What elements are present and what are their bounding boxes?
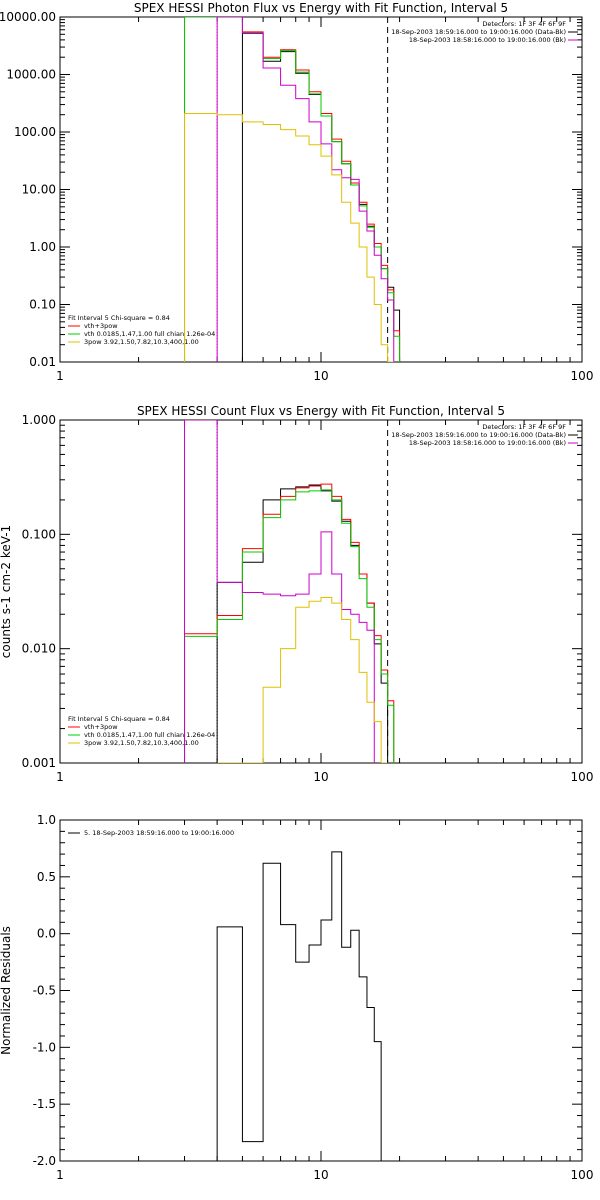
x-tick-label: 10: [313, 1168, 328, 1182]
series-line-4: [184, 420, 375, 763]
x-tick-label: 1: [56, 369, 64, 383]
series-line-5: [217, 597, 388, 763]
series-line-4: [216, 17, 395, 362]
y-axis-ticks: 1.000 0.100 0.010 0.001: [22, 413, 582, 770]
plot-frame: [59, 16, 583, 363]
header-line: 18-Sep-2003 18:58:16.000 to 19:00:16.000…: [409, 36, 566, 44]
legend: Fit Interval 5 Chi-square = 0.84vth+3pow…: [68, 314, 215, 346]
y-axis-ticks: 10000.00 1000.00 100.00 10.00 1.00 0.10 0.01: [0, 10, 582, 369]
y-tick-label: 10000.00: [0, 10, 56, 24]
x-axis-ticks: 1 10 100: [56, 820, 593, 1182]
x-axis-ticks: 1 10 100: [56, 17, 593, 383]
legend-entry: 5. 18-Sep-2003 18:59:16.000 to 19:00:16.…: [84, 829, 234, 837]
header-line: 18-Sep-2003 18:59:16.000 to 19:00:16.000…: [391, 431, 566, 439]
panel-1: SPEX HESSI Photon Flux vs Energy with Fi…: [0, 1, 593, 383]
x-tick-label: 10: [313, 770, 328, 784]
y-tick-label: 0.001: [22, 756, 56, 770]
y-tick-label: -0.5: [33, 984, 56, 998]
y-tick-label: 0.0: [37, 927, 56, 941]
y-tick-label: 1.00: [29, 240, 56, 254]
y-tick-label: 0.100: [22, 527, 56, 541]
y-tick-label: -2.0: [33, 1154, 56, 1168]
series-line-1: [216, 851, 388, 1161]
x-tick-label: 1: [56, 770, 64, 784]
legend-entry: vth+3pow: [84, 723, 118, 731]
y-tick-label: 1.0: [37, 813, 56, 827]
series-group: [184, 420, 395, 763]
legend: 5. 18-Sep-2003 18:59:16.000 to 19:00:16.…: [68, 829, 234, 837]
series-line-1: [216, 484, 389, 763]
y-tick-label: 0.01: [29, 355, 56, 369]
plot-frame: [59, 819, 583, 1162]
y-tick-label: 1.000: [22, 413, 56, 427]
series-line-5: [184, 112, 394, 362]
y-tick-label: 0.10: [29, 298, 56, 312]
series-line-1: [241, 32, 401, 362]
y-axis-ticks: 1.0 0.5 0.0 -0.5 -1.0 -1.5 -2.0: [33, 813, 582, 1168]
legend-entry: vth 0.0185,1.47,1.00 full chian 1.26e-04: [84, 731, 215, 739]
header-line: 18-Sep-2003 18:58:16.000 to 19:00:16.000…: [409, 439, 566, 447]
legend-entry: vth+3pow: [84, 322, 118, 330]
legend-entry: Fit Interval 5 Chi-square = 0.84: [68, 715, 170, 723]
legend-entry: 3pow 3.92,1.50,7.82,10.3,400,1.00: [84, 739, 199, 747]
y-tick-label: 0.5: [37, 870, 56, 884]
chart-title: SPEX HESSI Count Flux vs Energy with Fit…: [137, 404, 505, 418]
series-line-2: [184, 483, 395, 763]
y-tick-label: 0.010: [22, 642, 56, 656]
y-axis-label: counts s-1 cm-2 keV-1: [0, 525, 13, 658]
x-tick-label: 10: [313, 369, 328, 383]
series-group: [184, 17, 401, 362]
x-tick-label: 100: [571, 770, 594, 784]
x-axis-ticks: 1 10 100: [56, 420, 593, 784]
y-tick-label: 1000.00: [6, 68, 56, 82]
y-tick-label: -1.5: [33, 1097, 56, 1111]
series-group: [216, 851, 388, 1161]
series-line-3: [184, 489, 395, 763]
panel-3: Normalized Residuals 1 10 100 1.0 0.5 0.0 -0.5 -…: [0, 813, 593, 1182]
y-axis-label: Normalized Residuals: [0, 926, 13, 1055]
y-tick-label: -1.0: [33, 1040, 56, 1054]
legend-entry: Fit Interval 5 Chi-square = 0.84: [68, 314, 170, 322]
y-tick-label: 100.00: [14, 125, 56, 139]
plot-frame: [59, 419, 583, 764]
y-tick-label: 10.00: [22, 183, 56, 197]
legend: Fit Interval 5 Chi-square = 0.84vth+3pow…: [68, 715, 215, 747]
legend-entry: vth 0.0185,1.47,1.00 full chian 1.26e-04: [84, 330, 215, 338]
chart-title: SPEX HESSI Photon Flux vs Energy with Fi…: [134, 1, 508, 15]
legend-entry: 3pow 3.92,1.50,7.82,10.3,400,1.00: [84, 338, 199, 346]
panel-2: SPEX HESSI Count Flux vs Energy with Fit…: [0, 404, 593, 784]
header-line: Detectors: 1F 3F 4F 6F 9F: [482, 20, 566, 28]
header-line: 18-Sep-2003 18:59:16.000 to 19:00:16.000…: [391, 28, 566, 36]
x-tick-label: 100: [571, 1168, 594, 1182]
x-tick-label: 1: [56, 1168, 64, 1182]
x-tick-label: 100: [571, 369, 594, 383]
header-line: Detectors: 1F 3F 4F 6F 9F: [482, 423, 566, 431]
